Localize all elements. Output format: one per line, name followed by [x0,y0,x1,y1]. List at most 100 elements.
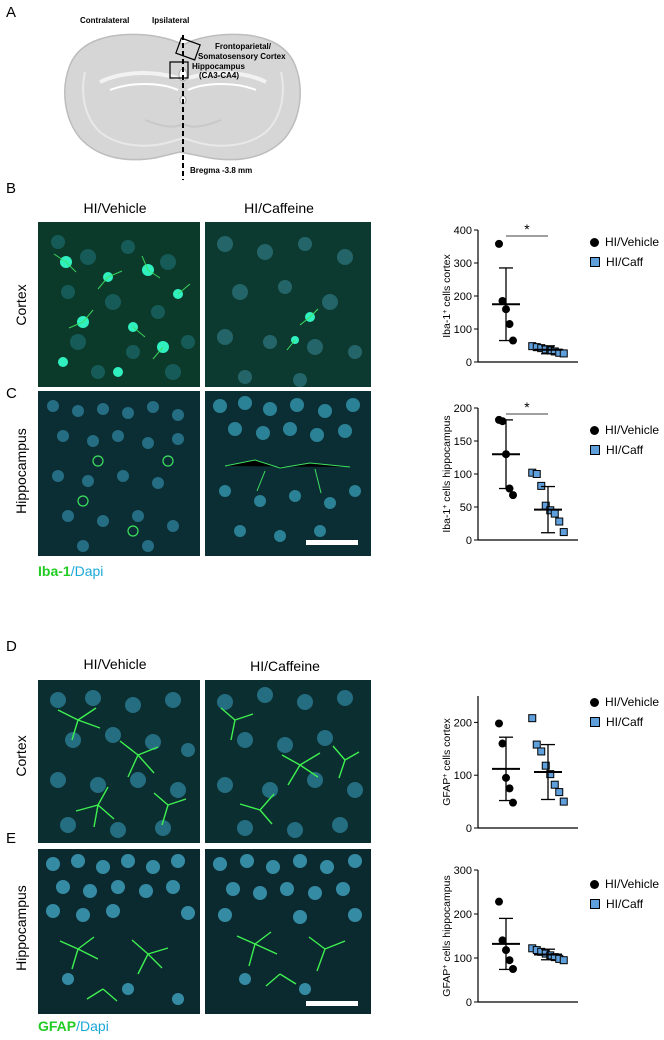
micrograph-gfap-cortex-vehicle [38,680,200,843]
legend-label-caff: HI/Caff [606,255,644,269]
legend-e: HI/Vehicle HI/Caff [590,874,659,914]
panel-label-d: D [6,638,17,655]
data-point-caff [528,714,537,723]
y-tick-label: 200 [454,403,472,415]
data-point-vehicle [505,956,514,965]
ipsilateral-label: Ipsilateral [152,16,190,25]
data-point-caff [559,956,568,965]
panel-label-b: B [6,180,17,197]
panel-label-a: A [6,4,17,21]
chart-b: 0 100 200 300 400 Iba-1+ cells cortex * [441,222,578,369]
legend-item-caff: HI/Caff [590,440,659,460]
legend-circle-marker [590,879,599,889]
stain-label-top: Iba-1/Dapi [38,563,103,579]
y-axis-label: GFAP+ cells hippocampus [441,875,453,996]
data-point-vehicle [495,719,503,728]
y-tick-label: 0 [466,535,472,547]
legend-square-marker [590,899,600,909]
legend-label-caff: HI/Caff [606,897,644,911]
data-point-caff [541,761,550,770]
legend-circle-marker [590,425,599,435]
region-cortex-label-1: Frontoparietal/ [215,42,272,51]
data-point-vehicle [498,417,507,426]
region-hippocampus-label: Hippocampus [192,62,245,71]
data-point-vehicle [495,897,503,906]
data-point-vehicle [505,320,514,329]
y-tick-label: 100 [454,324,472,336]
y-tick-label: 150 [454,436,472,448]
y-tick-label: 100 [454,953,472,965]
y-axis-label: Iba-1+ cells cortex [441,254,453,338]
legend-square-marker [590,717,600,727]
data-point-caff [555,517,564,526]
legend-item-vehicle: HI/Vehicle [590,692,659,712]
bregma-label: Bregma -3.8 mm [190,166,253,175]
legend-square-marker [590,257,600,267]
legend-label-vehicle: HI/Vehicle [605,695,660,709]
micrograph-iba1-cortex-vehicle [38,222,200,387]
y-tick-label: 300 [454,258,472,270]
y-tick-label: 0 [466,997,472,1009]
data-point-caff [537,747,546,756]
legend-label-caff: HI/Caff [606,715,644,729]
data-point-vehicle [505,784,514,793]
micrograph-iba1-hippocampus-vehicle [38,391,200,556]
row-label-cortex-top: Cortex [13,284,29,326]
y-tick-label: 100 [454,469,472,481]
stain-counter-dapi: Dapi [74,563,104,579]
legend-d: HI/Vehicle HI/Caff [590,692,659,732]
scale-bar-bottom [306,1001,358,1006]
y-tick-label: 50 [460,502,472,514]
data-point-caff [532,470,541,478]
data-point-caff [550,780,559,789]
data-point-caff [559,528,568,537]
y-tick-label: 200 [454,717,472,729]
data-point-vehicle [509,798,517,807]
y-axis-label: GFAP+ cells cortex [441,717,453,805]
data-point-caff [532,740,541,749]
legend-circle-marker [590,237,599,247]
legend-label-vehicle: HI/Vehicle [605,423,660,437]
data-point-vehicle [509,491,517,500]
legend-label-vehicle: HI/Vehicle [605,877,660,891]
data-point-vehicle [498,739,507,748]
significance-star: * [524,222,530,237]
stain-separator: / [70,563,75,579]
data-point-caff [559,797,568,806]
data-point-caff [550,509,559,518]
y-tick-label: 100 [454,770,472,782]
data-point-caff [537,481,546,490]
legend-c: HI/Vehicle HI/Caff [590,420,659,460]
micrograph-iba1-hippocampus-caffeine [205,391,371,556]
group-label-caffeine-bottom: HI/Caffeine [250,658,320,674]
data-point-vehicle [498,936,507,945]
data-point-vehicle [495,239,503,248]
panel-label-e: E [6,830,17,847]
stain-marker-gfap: GFAP [38,1018,77,1034]
region-hippocampus-sub-label: (CA3-CA4) [199,71,239,80]
micrograph-gfap-hippocampus-vehicle [38,849,200,1014]
y-tick-label: 300 [454,865,472,877]
group-label-vehicle-bottom: HI/Vehicle [83,656,147,672]
y-tick-label: 0 [466,357,472,369]
stain-label-bottom: GFAP/Dapi [38,1018,109,1034]
legend-square-marker [590,445,600,455]
legend-b: HI/Vehicle HI/Caff [590,232,659,272]
legend-label-caff: HI/Caff [606,443,644,457]
legend-label-vehicle: HI/Vehicle [605,235,660,249]
contralateral-label: Contralateral [80,16,130,25]
significance-star: * [524,400,530,415]
micrograph-iba1-cortex-caffeine [205,222,371,387]
data-point-caff [559,349,568,358]
legend-item-vehicle: HI/Vehicle [590,232,659,252]
legend-item-caff: HI/Caff [590,894,659,914]
y-tick-label: 200 [454,909,472,921]
data-point-vehicle [498,296,507,305]
y-tick-label: 200 [454,291,472,303]
group-label-vehicle-top: HI/Vehicle [83,200,147,216]
scale-bar-top [306,540,358,545]
y-tick-label: 0 [466,823,472,835]
stain-counter-dapi: Dapi [80,1018,109,1034]
